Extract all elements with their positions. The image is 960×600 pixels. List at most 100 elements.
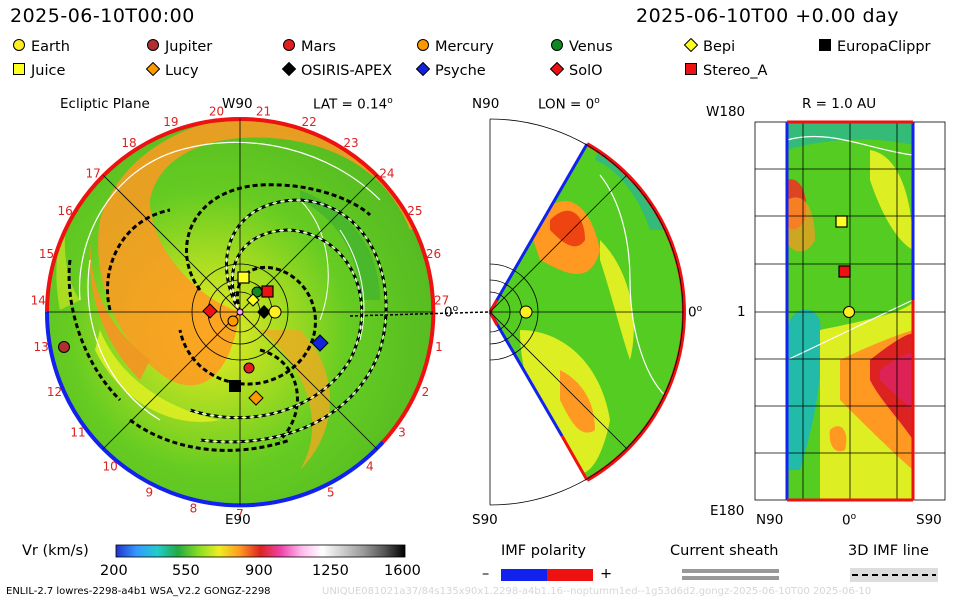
circle-icon [417, 39, 429, 51]
footer-right: UNIQUE081021a37/84s135x90x1.2298-a4b1.16… [322, 586, 872, 597]
sector-number: 1 [435, 340, 443, 354]
legend-item-psyche: Psyche [416, 62, 486, 79]
mercury-marker [227, 315, 239, 327]
circle-icon [147, 39, 159, 51]
meridional-bottom-label: S90 [472, 512, 498, 528]
imf-line-label: 3D IMF line [848, 543, 929, 559]
sector-number: 24 [379, 166, 394, 180]
sector-number: 25 [407, 204, 422, 218]
sector-number: 7 [236, 507, 244, 521]
legend-item-label: Psyche [435, 63, 486, 79]
solo-marker [202, 303, 218, 319]
colorbar-tick-1250: 1250 [312, 563, 349, 579]
sector-number: 4 [366, 460, 374, 474]
sector-number: 15 [39, 247, 54, 261]
sector-number: 18 [121, 136, 136, 150]
object-markers [58, 215, 855, 406]
legend-item-europaclippr: EuropaClippr [818, 38, 931, 55]
sector-number: 21 [256, 104, 271, 118]
colorbar-tick-900: 900 [245, 563, 273, 579]
bepi-marker [246, 293, 260, 307]
juice-marker-radial [835, 215, 848, 228]
radial-mid-left-label: 1 [737, 304, 746, 320]
imf-polarity-minus-swatch [501, 569, 547, 581]
legend-item-mercury: Mercury [416, 38, 494, 55]
square-icon [13, 63, 25, 75]
current-sheath-swatch [682, 569, 779, 573]
sector-number: 13 [33, 340, 48, 354]
circle-icon [283, 39, 295, 51]
colorbar-label: Vr (km/s) [22, 543, 89, 559]
colorbar-tick-1600: 1600 [384, 563, 421, 579]
legend-item-juice: Juice [12, 62, 65, 79]
colorbar-tick-550: 550 [172, 563, 200, 579]
meridional-angle-label: 0o [688, 304, 703, 321]
sector-number: 27 [434, 293, 449, 307]
legend-item-jupiter: Jupiter [146, 38, 212, 55]
lon-label: LON = 0o [538, 96, 600, 113]
legend-item-stereo-a: Stereo_A [684, 62, 767, 79]
legend-item-mars: Mars [282, 38, 336, 55]
stereo-a-marker-radial [838, 265, 851, 278]
sector-number: 5 [327, 486, 335, 500]
legend-item-label: Juice [31, 63, 66, 79]
sector-number: 20 [209, 104, 224, 118]
sector-number: 23 [343, 136, 358, 150]
europaclipper-marker [229, 380, 241, 392]
osiris-apex-marker [257, 305, 271, 319]
ecliptic-top-label: W90 [222, 96, 253, 112]
legend-item-label: Jupiter [165, 39, 213, 55]
footer-left: ENLIL-2.7 lowres-2298-a4b1 WSA_V2.2 GONG… [6, 586, 271, 597]
sector-number: 2 [422, 385, 430, 399]
radial-top-left-label: W180 [706, 104, 746, 120]
mars-marker [243, 362, 255, 374]
diamond-icon [416, 62, 430, 76]
earth-marker-meridional [519, 305, 533, 319]
colorbar [115, 544, 406, 558]
sector-number: 3 [398, 426, 406, 440]
legend-item-label: OSIRIS-APEX [301, 63, 393, 79]
diamond-icon [550, 62, 564, 76]
sector-number: 10 [103, 460, 118, 474]
legend-item-osiris-apex: OSIRIS-APEX [282, 62, 392, 79]
earth-marker [268, 305, 282, 319]
legend-item-bepi: Bepi [684, 38, 735, 55]
legend-item-label: EuropaClippr [837, 39, 931, 55]
sector-number: 14 [31, 293, 46, 307]
circle-icon [551, 39, 563, 51]
date-right: 2025-06-10T00 +0.00 day [636, 5, 899, 27]
radial-bottom-left-label: E180 [710, 503, 745, 519]
square-icon [819, 39, 831, 51]
colorbar-tick-200: 200 [100, 563, 128, 579]
radial-title: R = 1.0 AU [802, 96, 877, 112]
diamond-icon [282, 62, 296, 76]
legend-item-label: Mars [301, 39, 336, 55]
square-icon [685, 63, 697, 75]
sector-number: 16 [57, 204, 72, 218]
sector-number: 12 [47, 385, 62, 399]
sector-number: 19 [163, 115, 178, 129]
earth-marker-radial [843, 306, 855, 318]
meridional-plane-map [488, 118, 686, 506]
sector-number: 26 [426, 247, 441, 261]
legend-item-lucy: Lucy [146, 62, 199, 79]
juice-marker [237, 271, 250, 284]
sector-number: 22 [301, 115, 316, 129]
venus-marker [251, 286, 263, 298]
legend-item-label: Stereo_A [703, 63, 768, 79]
psyche-marker [311, 334, 329, 352]
sector-number: 11 [70, 426, 85, 440]
legend-item-label: Earth [31, 39, 70, 55]
sun-marker [236, 308, 244, 316]
sector-number: 17 [85, 166, 100, 180]
imf-polarity-label: IMF polarity [501, 543, 586, 559]
stereo-a-marker [261, 285, 274, 298]
radial-map [754, 120, 946, 502]
ecliptic-angle-label: 0o [444, 304, 459, 321]
ecliptic-title: Ecliptic Plane [60, 96, 150, 112]
diamond-icon [684, 38, 698, 52]
legend-item-label: SolO [569, 63, 603, 79]
legend-item-earth: Earth [12, 38, 70, 55]
lucy-marker [248, 390, 264, 406]
